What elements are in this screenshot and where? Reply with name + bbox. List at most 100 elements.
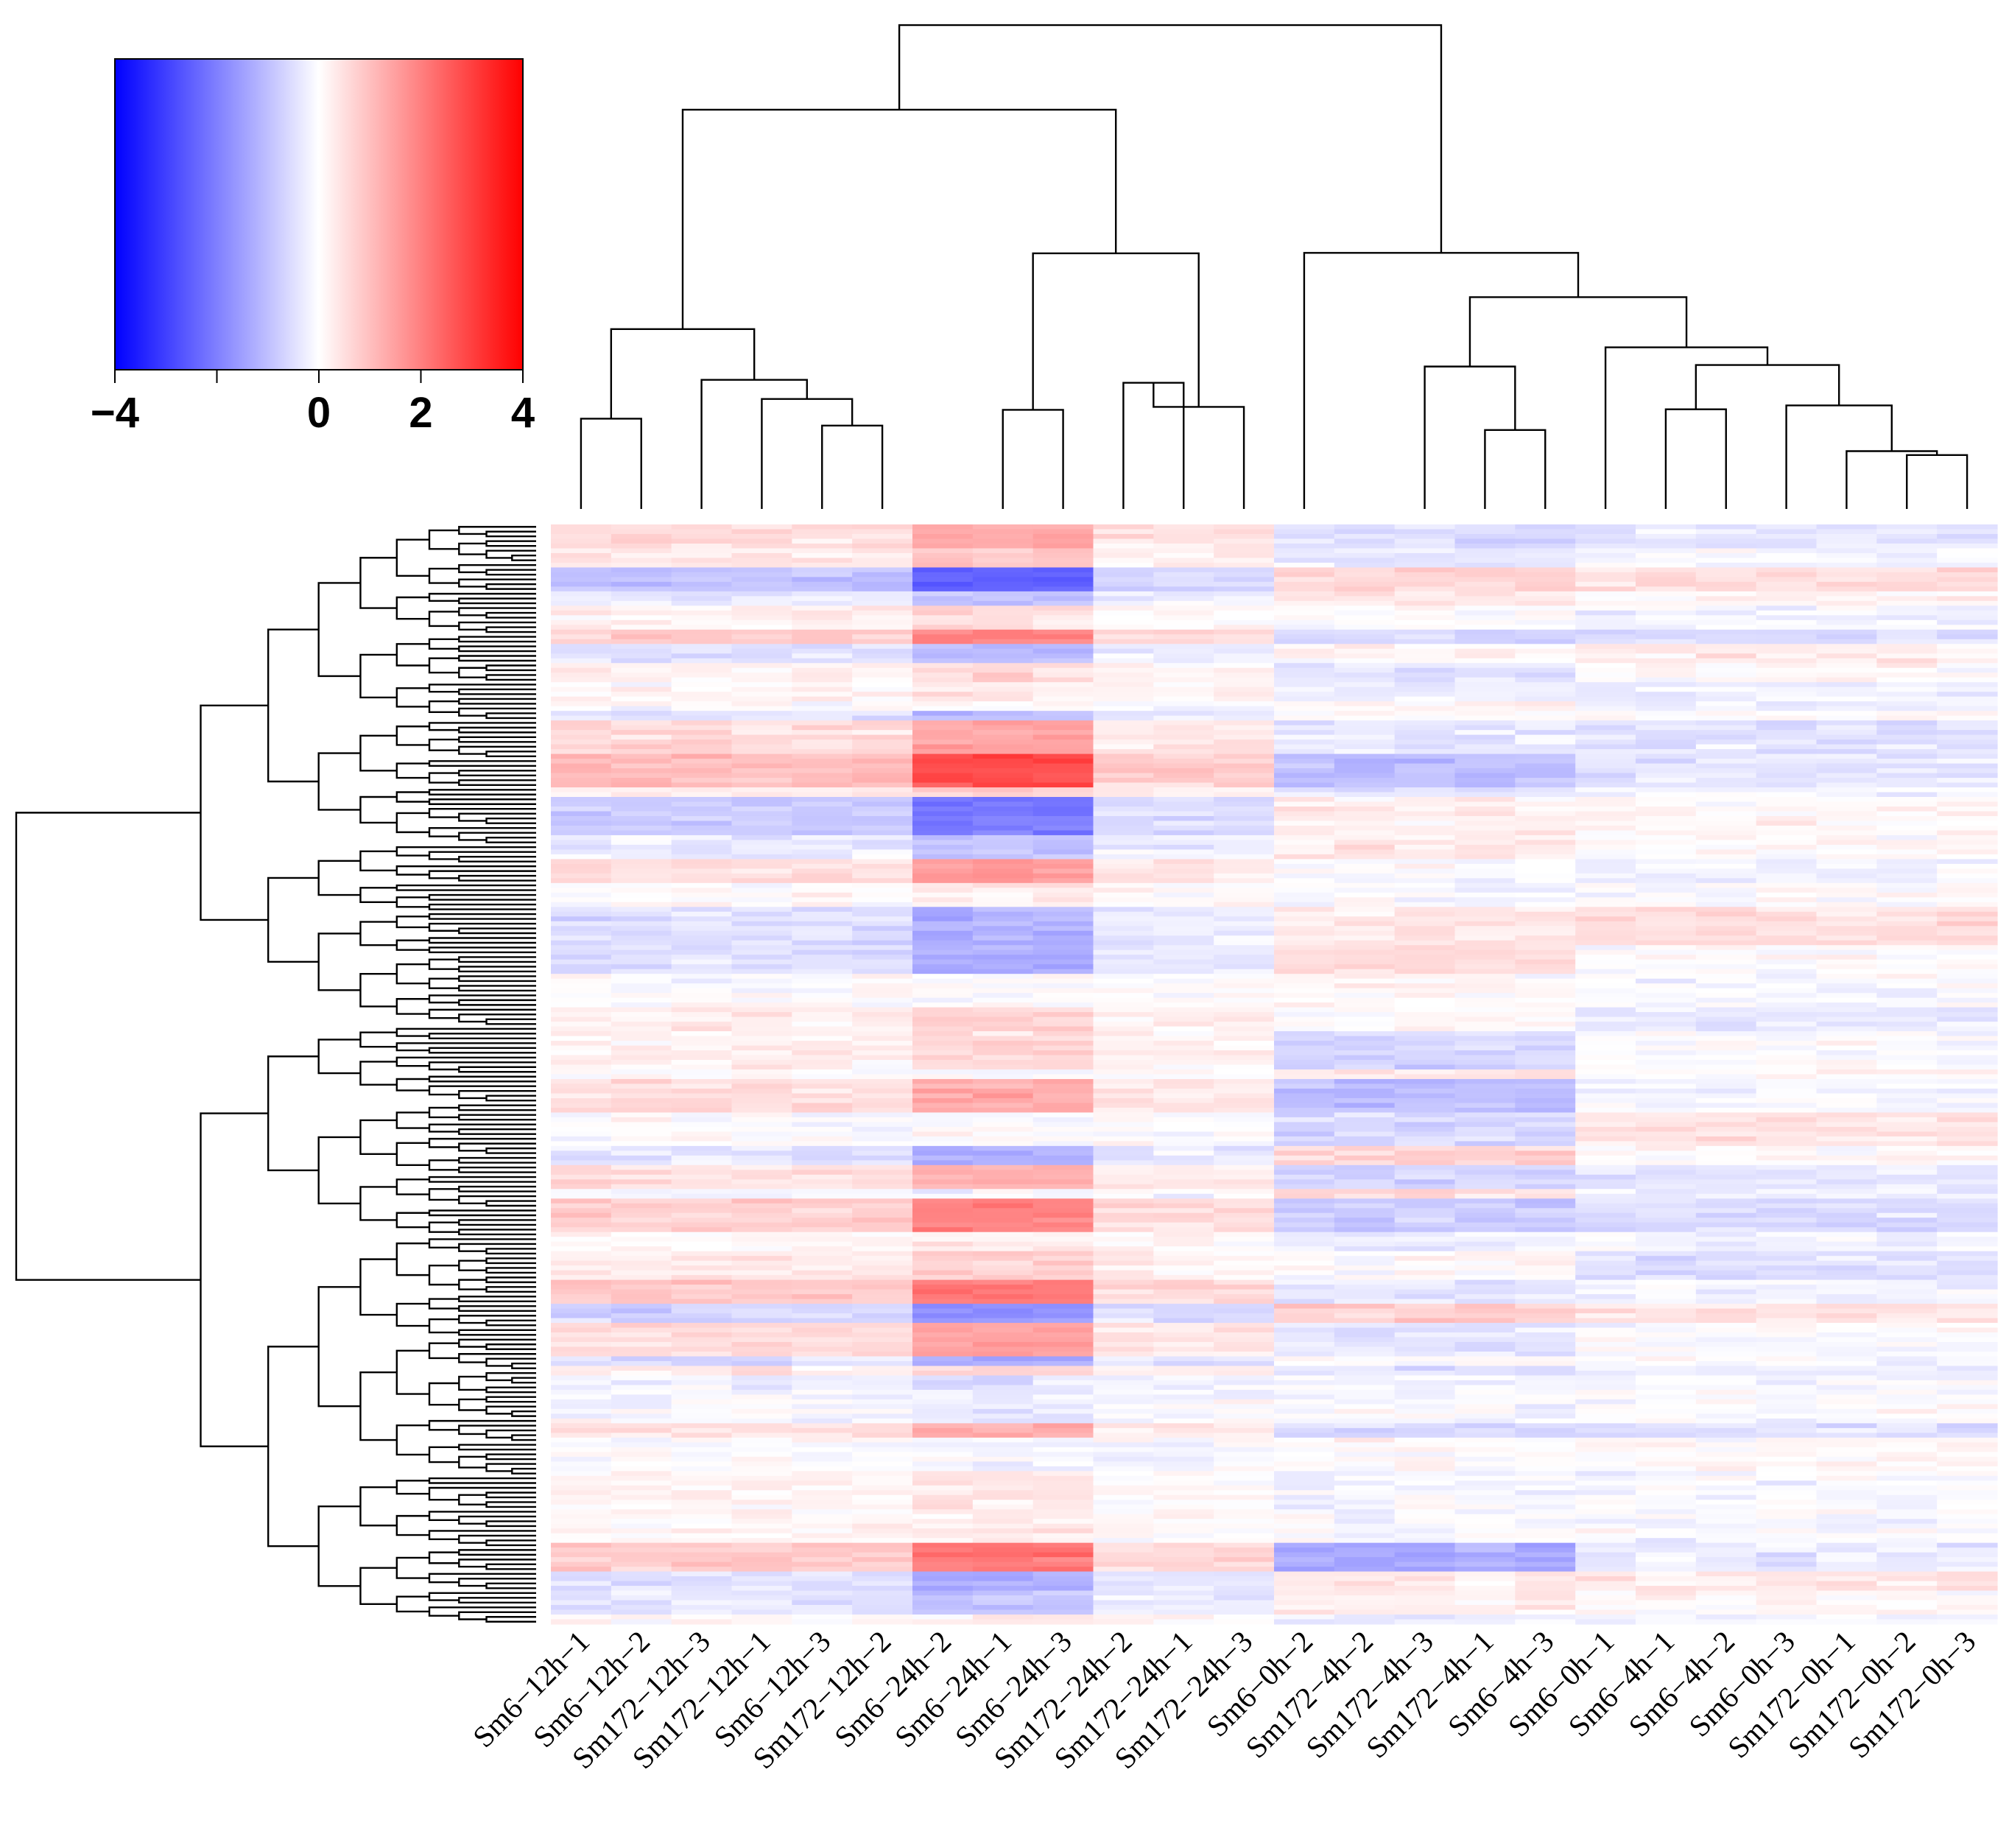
- heatmap-cell: [1756, 1418, 1818, 1424]
- heatmap-cell: [852, 983, 913, 989]
- heatmap-cell: [551, 1064, 612, 1070]
- heatmap-cell: [852, 1117, 913, 1123]
- heatmap-cell: [1695, 1366, 1757, 1371]
- heatmap-cell: [1032, 1265, 1094, 1271]
- heatmap-cell: [1454, 533, 1516, 540]
- heatmap-cell: [1515, 1016, 1576, 1022]
- heatmap-cell: [1214, 1107, 1275, 1114]
- heatmap-cell: [972, 921, 1034, 927]
- heatmap-cell: [1937, 830, 1998, 836]
- heatmap-cell: [611, 1433, 672, 1438]
- heatmap-cell: [1032, 1447, 1094, 1452]
- row-dendrogram-branch: [485, 1267, 536, 1274]
- heatmap-cell: [611, 1203, 672, 1209]
- heatmap-cell: [1515, 1155, 1576, 1161]
- heatmap-cell: [1937, 1394, 1998, 1400]
- heatmap-cell: [1816, 815, 1877, 822]
- row-dendrogram-branch: [428, 1033, 536, 1040]
- heatmap-cell: [1454, 1083, 1516, 1089]
- heatmap-cell: [1816, 1103, 1877, 1109]
- heatmap-cell: [1876, 1418, 1938, 1424]
- heatmap-cell: [731, 849, 792, 855]
- heatmap-cell: [1695, 1170, 1757, 1176]
- heatmap-cell: [1515, 1313, 1576, 1319]
- heatmap-cell: [551, 1189, 612, 1195]
- heatmap-cell: [792, 586, 853, 592]
- row-dendrogram-branch: [458, 645, 536, 653]
- heatmap-cell: [1695, 577, 1757, 583]
- heatmap-cell: [551, 572, 612, 577]
- heatmap-cell: [1636, 1327, 1697, 1333]
- heatmap-cell: [731, 815, 792, 822]
- heatmap-cell: [852, 940, 913, 946]
- heatmap-cell: [611, 811, 672, 817]
- heatmap-cell: [1093, 1198, 1154, 1204]
- heatmap-cell: [611, 1394, 672, 1400]
- heatmap-cell: [1876, 1055, 1938, 1061]
- heatmap-cell: [1153, 711, 1214, 717]
- heatmap-cell: [1334, 1256, 1396, 1262]
- heatmap-cell: [1575, 878, 1636, 884]
- heatmap-cell: [1032, 706, 1094, 712]
- heatmap-cell: [792, 868, 853, 874]
- heatmap-cell: [1394, 1107, 1456, 1114]
- heatmap-cell: [912, 1136, 974, 1142]
- heatmap-cell: [792, 1012, 853, 1018]
- heatmap-cell: [1695, 686, 1757, 692]
- row-dendrogram-branch: [428, 1123, 536, 1133]
- heatmap-cell: [1214, 945, 1275, 951]
- heatmap-cell: [1153, 969, 1214, 974]
- heatmap-cell: [792, 1122, 853, 1128]
- heatmap-cell: [1214, 778, 1275, 784]
- heatmap-cell: [1636, 1408, 1697, 1414]
- heatmap-cell: [1274, 720, 1335, 726]
- heatmap-cell: [972, 648, 1034, 654]
- heatmap-cell: [1756, 1227, 1818, 1233]
- heatmap-cell: [1695, 1112, 1757, 1118]
- row-dendrogram-branch: [458, 1329, 536, 1336]
- heatmap-cell: [1876, 988, 1938, 994]
- heatmap-cell: [1214, 682, 1275, 688]
- heatmap-cell: [1756, 558, 1818, 563]
- heatmap-cell: [1153, 533, 1214, 540]
- heatmap-cell: [792, 749, 853, 755]
- heatmap-cell: [1575, 1285, 1636, 1290]
- heatmap-cell: [1274, 577, 1335, 583]
- heatmap-cell: [972, 1088, 1034, 1095]
- heatmap-cell: [1394, 1413, 1456, 1419]
- heatmap-cell: [1394, 882, 1456, 888]
- heatmap-cell: [852, 1179, 913, 1185]
- heatmap-cell: [1274, 715, 1335, 721]
- heatmap-cell: [972, 792, 1034, 798]
- heatmap-cell: [1274, 759, 1335, 765]
- heatmap-cell: [1636, 863, 1697, 869]
- heatmap-cell: [1334, 524, 1396, 530]
- heatmap-cell: [611, 1016, 672, 1022]
- heatmap-cell: [1214, 1069, 1275, 1075]
- row-dendrogram-branch: [458, 563, 536, 574]
- heatmap-cell: [1636, 1164, 1697, 1170]
- heatmap-cell: [792, 815, 853, 822]
- heatmap-cell: [1214, 648, 1275, 654]
- heatmap-cell: [1876, 1285, 1938, 1290]
- heatmap-cell: [1575, 667, 1636, 673]
- heatmap-cell: [1454, 1289, 1516, 1295]
- heatmap-cell: [972, 1026, 1034, 1032]
- heatmap-cell: [972, 644, 1034, 650]
- heatmap-cell: [1214, 1141, 1275, 1147]
- heatmap-cell: [912, 873, 974, 879]
- heatmap-cell: [972, 1212, 1034, 1218]
- heatmap-cell: [1153, 1447, 1214, 1452]
- heatmap-cell: [1093, 567, 1154, 573]
- heatmap-cell: [912, 1332, 974, 1338]
- row-dendrogram-branch: [458, 975, 536, 983]
- heatmap-cell: [1575, 1164, 1636, 1170]
- heatmap-cell: [671, 1097, 733, 1104]
- heatmap-cell: [972, 1232, 1034, 1237]
- heatmap-cell: [1032, 978, 1094, 984]
- heatmap-cell: [1937, 1294, 1998, 1300]
- heatmap-cell: [1695, 1189, 1757, 1195]
- heatmap-cell: [1093, 792, 1154, 798]
- heatmap-cell: [1636, 1294, 1697, 1300]
- heatmap-cell: [671, 969, 733, 974]
